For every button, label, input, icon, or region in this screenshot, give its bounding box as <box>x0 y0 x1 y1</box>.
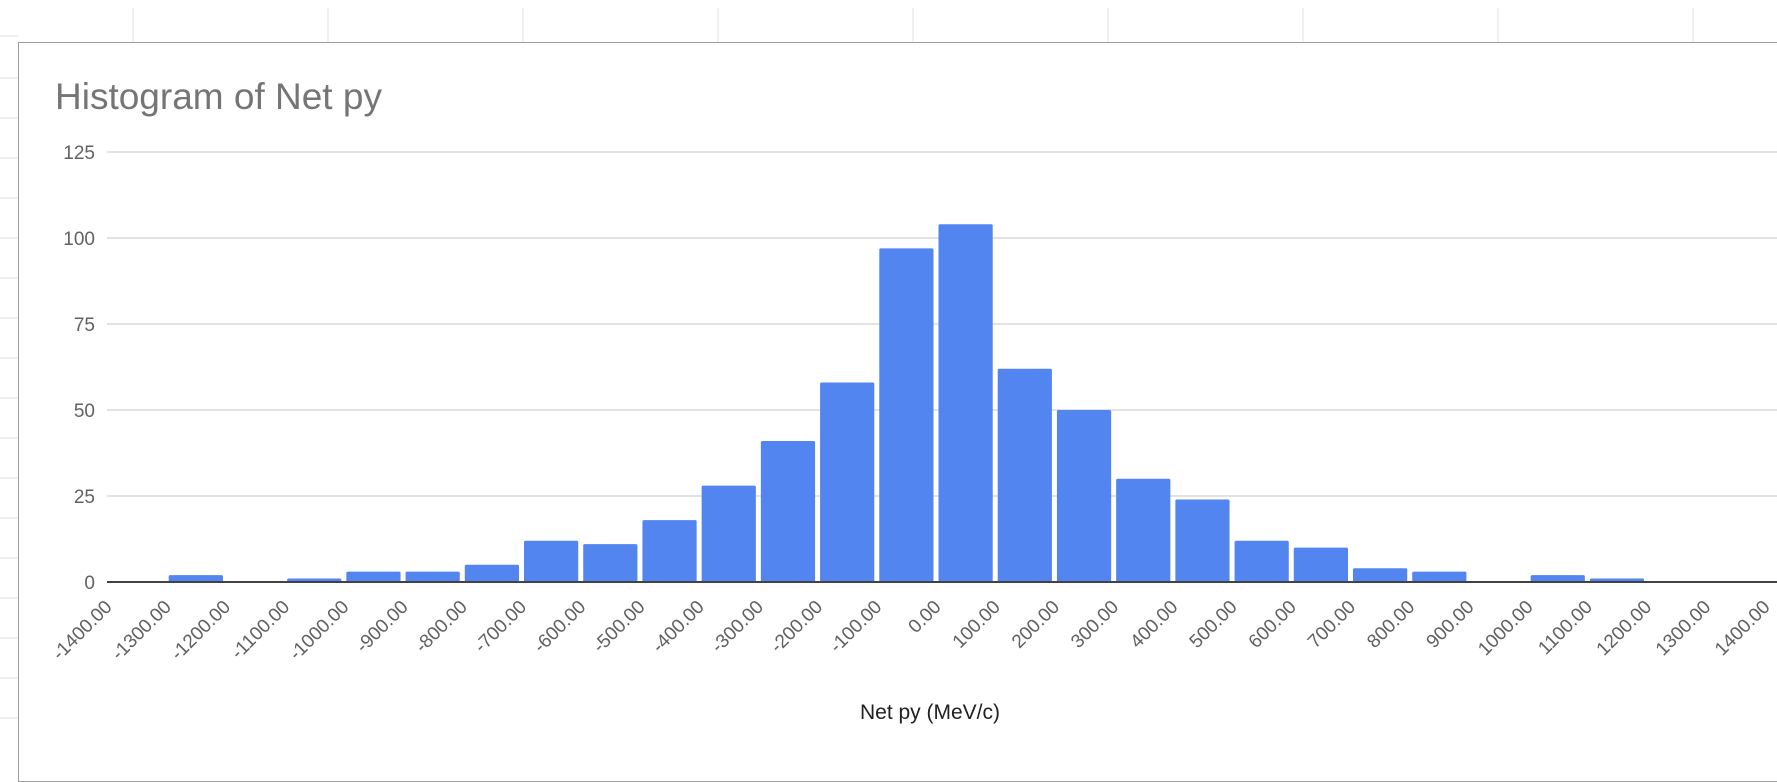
histogram-bar[interactable] <box>1293 547 1348 582</box>
histogram-bar[interactable] <box>1116 478 1171 582</box>
x-tick-label: 700.00 <box>1304 597 1360 653</box>
histogram-bar[interactable] <box>760 440 816 582</box>
x-tick-label: 900.00 <box>1423 597 1479 653</box>
histogram-bar[interactable] <box>1056 410 1112 582</box>
x-tick-label: -1100.00 <box>227 597 294 664</box>
histogram-bar[interactable] <box>997 368 1052 582</box>
x-tick-label: 1400.00 <box>1711 597 1774 660</box>
x-axis-ticks: -1400.00-1300.00-1200.00-1100.00-1000.00… <box>49 597 1775 665</box>
x-tick-label: 500.00 <box>1186 597 1242 653</box>
histogram-bar[interactable] <box>879 248 934 582</box>
x-tick-label: -300.00 <box>707 597 767 657</box>
histogram-bar[interactable] <box>642 520 697 582</box>
y-tick-label: 0 <box>84 573 95 594</box>
x-tick-label: -600.00 <box>530 597 590 657</box>
x-tick-label: 300.00 <box>1067 597 1123 653</box>
x-tick-label: 1100.00 <box>1534 597 1596 659</box>
x-tick-label: -900.00 <box>352 597 412 657</box>
y-tick-label: 75 <box>74 315 95 336</box>
y-tick-label: 50 <box>74 401 95 422</box>
histogram-bar[interactable] <box>1412 571 1467 582</box>
x-tick-label: 0.00 <box>905 597 946 638</box>
x-tick-label: 1300.00 <box>1652 597 1715 660</box>
histogram-bar[interactable] <box>168 575 223 582</box>
x-tick-label: -500.00 <box>589 597 649 657</box>
bars <box>168 224 1645 583</box>
x-tick-label: -400.00 <box>648 597 708 657</box>
histogram-bar[interactable] <box>1234 540 1289 582</box>
x-tick-label: -1300.00 <box>108 597 176 665</box>
x-tick-label: -800.00 <box>411 597 471 657</box>
x-axis-title: Net py (MeV/c) <box>860 701 1000 724</box>
histogram-bar[interactable] <box>583 544 638 582</box>
histogram-bar[interactable] <box>464 564 519 582</box>
x-tick-label: 800.00 <box>1363 597 1419 653</box>
x-tick-label: 1000.00 <box>1474 597 1537 660</box>
x-tick-label: -1200.00 <box>167 597 235 665</box>
y-tick-label: 100 <box>63 229 95 250</box>
histogram-bar[interactable] <box>346 571 401 582</box>
histogram-bar[interactable] <box>524 540 579 582</box>
x-tick-label: 400.00 <box>1126 597 1182 653</box>
x-tick-label: 600.00 <box>1245 597 1301 653</box>
chart-title: Histogram of Net py <box>55 76 382 117</box>
histogram-bar[interactable] <box>938 224 993 583</box>
histogram-bar[interactable] <box>405 571 460 582</box>
x-tick-label: 100.00 <box>949 597 1005 653</box>
x-tick-label: 200.00 <box>1008 597 1064 653</box>
y-axis-ticks: 0 25 50 75 100 125 <box>63 143 95 594</box>
x-tick-label: -200.00 <box>767 597 827 657</box>
y-tick-label: 25 <box>74 487 95 508</box>
x-tick-label: -1400.00 <box>49 597 117 665</box>
histogram-bar[interactable] <box>1175 499 1230 582</box>
y-tick-label: 125 <box>63 143 95 164</box>
histogram-bar[interactable] <box>1353 568 1408 582</box>
histogram-bar[interactable] <box>820 382 875 582</box>
x-tick-label: -100.00 <box>826 597 886 657</box>
spreadsheet-grid <box>0 8 1694 719</box>
x-tick-label: -700.00 <box>471 597 531 657</box>
histogram-bar[interactable] <box>1530 575 1585 582</box>
histogram-bar[interactable] <box>701 485 756 582</box>
x-tick-label: -1000.00 <box>285 597 353 665</box>
x-tick-label: 1200.00 <box>1593 597 1656 660</box>
